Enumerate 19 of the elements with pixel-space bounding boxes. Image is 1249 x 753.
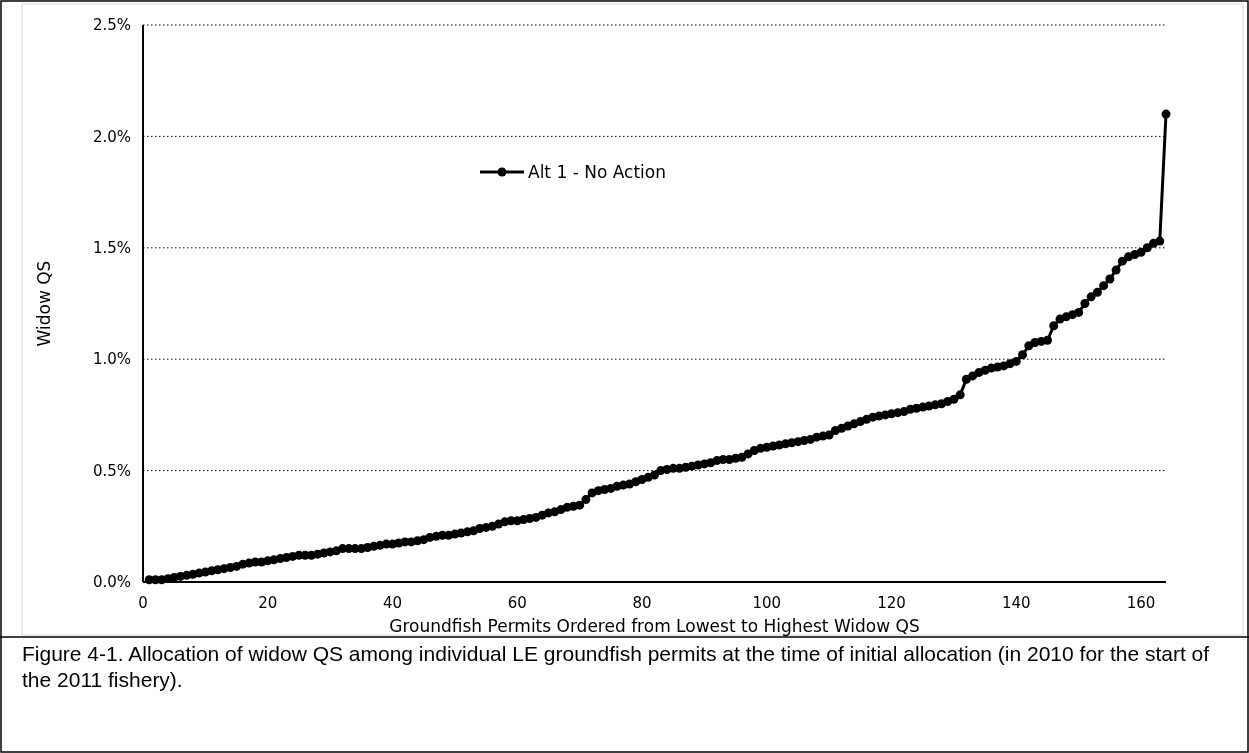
y-tick-label: 2.0% bbox=[92, 127, 131, 146]
y-axis-title: Widow QS bbox=[34, 260, 54, 347]
y-tick-label: 1.0% bbox=[92, 350, 131, 369]
x-tick-label: 80 bbox=[632, 594, 652, 612]
legend-label: Alt 1 - No Action bbox=[528, 161, 666, 182]
y-tick-label: 0.0% bbox=[92, 573, 131, 592]
x-tick-label: 0 bbox=[138, 594, 148, 612]
x-tick-label: 20 bbox=[258, 594, 278, 612]
y-tick-label: 0.5% bbox=[92, 461, 131, 480]
x-tick-label: 140 bbox=[1001, 594, 1031, 612]
x-axis-title: Groundfish Permits Ordered from Lowest to Highest Widow QS bbox=[389, 616, 920, 636]
caption: Figure 4-1. Allocation of widow QS among individual LE groundfish permits at the time of initial allocation (in 2010 for the start of the 2011 fishery). bbox=[22, 641, 1211, 693]
x-tick-label: 120 bbox=[877, 594, 906, 612]
x-tick-label: 160 bbox=[1126, 594, 1156, 612]
x-tick-label: 40 bbox=[382, 594, 403, 612]
y-tick-label: 2.5% bbox=[92, 16, 131, 35]
x-tick-label: 100 bbox=[752, 594, 782, 612]
x-tick-label: 60 bbox=[507, 594, 527, 612]
y-tick-label: 1.5% bbox=[92, 239, 131, 258]
